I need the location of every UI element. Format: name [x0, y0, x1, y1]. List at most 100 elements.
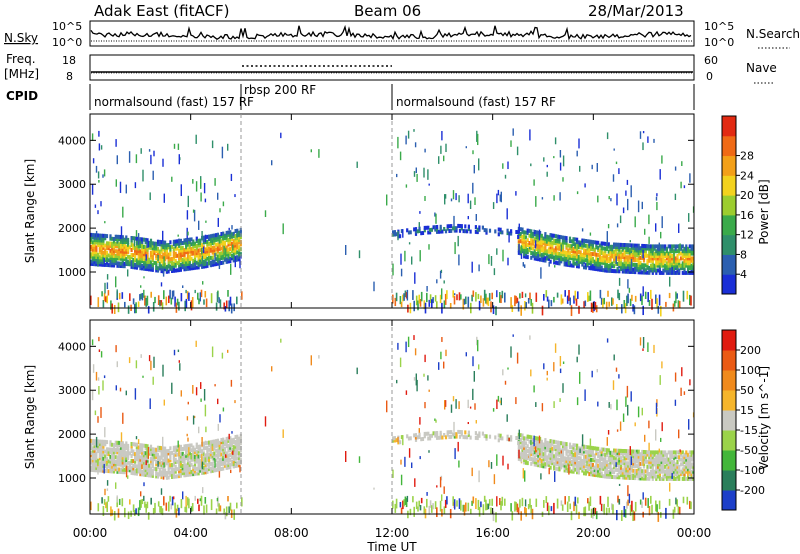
velocity-speckle	[232, 450, 234, 455]
power-cell	[568, 246, 572, 251]
power-clutter	[578, 305, 580, 314]
power-cell	[584, 251, 587, 256]
power-speckle	[198, 220, 200, 230]
power-cell	[208, 234, 211, 239]
power-cell	[144, 245, 147, 250]
velocity-cell	[229, 462, 232, 467]
power-cell	[204, 257, 207, 261]
power-cell	[208, 251, 211, 256]
velocity-clutter	[129, 499, 131, 505]
power-cell	[655, 254, 658, 258]
power-cell	[651, 246, 654, 251]
power-cell	[537, 233, 540, 238]
power-cell	[635, 250, 639, 255]
power-cell	[613, 252, 616, 257]
velocity-speckle	[195, 340, 197, 347]
velocity-cell	[549, 451, 552, 456]
power-cell	[588, 241, 591, 246]
velocity-speckle	[683, 391, 686, 395]
velocity-cell	[209, 466, 212, 471]
cpid-label: CPID	[6, 89, 38, 103]
velocity-cell	[558, 443, 561, 448]
power-cell	[605, 261, 609, 266]
velocity-cell	[236, 456, 239, 461]
power-cell	[213, 250, 216, 255]
velocity-speckle	[264, 416, 267, 427]
velocity-cell	[558, 452, 561, 457]
velocity-cell	[91, 439, 94, 444]
power-speckle	[630, 250, 632, 254]
velocity-cell	[685, 469, 688, 474]
power-cell	[164, 264, 167, 269]
velocity-cell	[642, 474, 646, 479]
velocity-speckle	[660, 437, 662, 442]
velocity-clutter	[169, 495, 171, 502]
power-cell	[236, 257, 239, 262]
power-speckle	[533, 229, 535, 232]
power-cell	[542, 255, 545, 260]
power-cell	[162, 266, 165, 271]
velocity-cell	[556, 447, 559, 452]
power-cell	[692, 261, 695, 266]
velocity-cell	[216, 438, 219, 443]
velocity-cell	[671, 455, 674, 460]
power-cell	[149, 245, 153, 250]
velocity-clutter	[516, 503, 519, 513]
power-cell	[236, 233, 239, 238]
power-cell	[220, 246, 223, 251]
velocity-speckle	[581, 434, 584, 447]
power-colorbar-frame	[721, 115, 737, 295]
power-cell	[167, 262, 170, 267]
power-cell	[91, 257, 94, 262]
velocity-cell	[206, 457, 209, 462]
velocity-clutter	[101, 497, 103, 504]
power-cell	[531, 239, 535, 244]
power-speckle	[634, 216, 636, 228]
velocity-cell	[672, 469, 676, 474]
power-speckle	[615, 161, 618, 165]
power-cell	[399, 234, 402, 239]
velocity-clutter	[485, 499, 487, 511]
velocity-speckle	[234, 462, 236, 467]
power-cell	[181, 257, 184, 262]
power-speckle	[162, 230, 164, 241]
power-cell	[208, 246, 211, 251]
velocity-cell	[107, 452, 110, 457]
power-cell	[114, 249, 117, 254]
velocity-clutter	[121, 498, 124, 507]
velocity-clutter	[233, 509, 235, 520]
power-cell	[683, 254, 686, 258]
power-cell	[232, 246, 235, 251]
power-cell	[524, 254, 528, 259]
velocity-cell	[223, 461, 227, 466]
velocity-cell	[530, 457, 533, 461]
velocity-cell	[156, 474, 160, 479]
power-cell	[651, 244, 654, 249]
power-speckle	[679, 243, 681, 251]
power-cell	[653, 251, 656, 256]
velocity-cell	[524, 451, 528, 456]
power-cell	[630, 269, 633, 274]
power-cell	[132, 253, 135, 258]
power-cell	[134, 236, 137, 241]
power-cell	[123, 257, 126, 261]
power-speckle	[648, 236, 650, 244]
velocity-cell	[568, 442, 572, 447]
velocity-speckle	[104, 488, 106, 496]
power-cell	[692, 263, 695, 268]
power-clutter	[132, 298, 135, 305]
power-cell	[118, 234, 121, 239]
power-cell	[146, 250, 149, 255]
power-cell	[107, 241, 110, 246]
velocity-cell	[172, 457, 175, 462]
velocity-cell	[605, 465, 609, 470]
power-cell	[602, 253, 605, 258]
power-cell	[609, 264, 612, 269]
velocity-clutter	[178, 507, 180, 516]
velocity-cell	[553, 464, 556, 468]
velocity-cell	[531, 457, 535, 462]
power-cell	[95, 247, 98, 252]
power-cell	[185, 245, 188, 250]
power-cell	[540, 243, 543, 248]
power-cell	[600, 267, 603, 272]
